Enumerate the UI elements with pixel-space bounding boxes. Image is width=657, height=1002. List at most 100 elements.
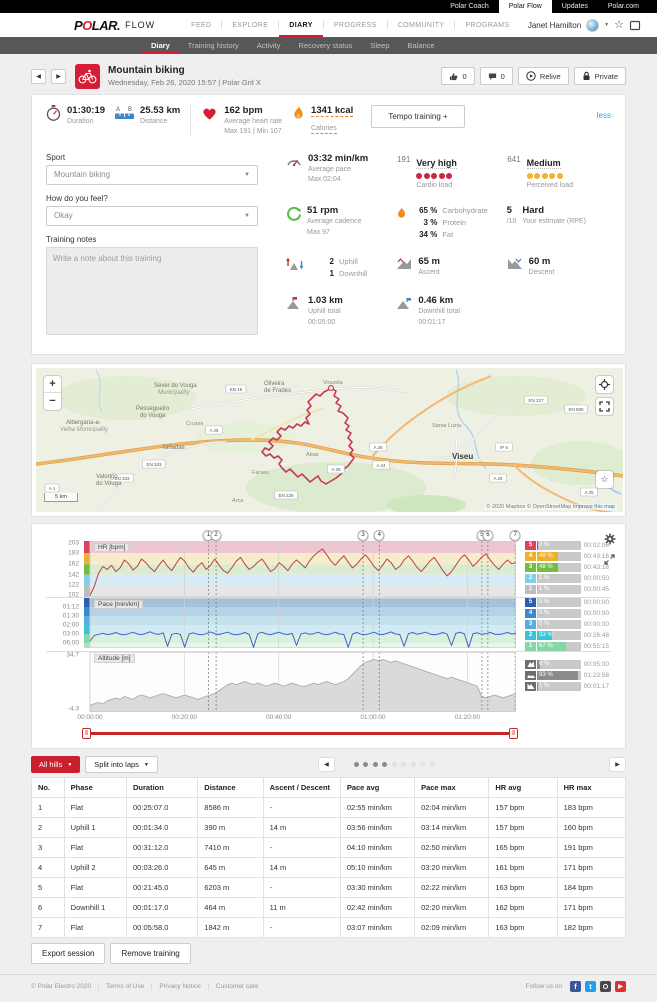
x-tick-label: 00:20:00 [171, 713, 197, 721]
subnav-item-balance[interactable]: Balance [407, 41, 435, 50]
nav-item-community[interactable]: COMMUNITY [397, 21, 445, 29]
road-shield: EN 333 [142, 459, 166, 469]
training-notes-input[interactable] [46, 246, 258, 335]
nav-item-progress[interactable]: PROGRESS [333, 21, 377, 29]
page-dot[interactable] [420, 762, 426, 768]
sport-select[interactable]: Mountain biking ▼ [46, 164, 258, 185]
scrubber-track[interactable] [86, 731, 514, 735]
page-dot[interactable] [382, 762, 388, 768]
feel-label: How do you feel? [46, 193, 108, 203]
pace-plot[interactable]: Pace [min/km] [84, 597, 516, 648]
private-button[interactable]: Private [573, 67, 626, 85]
load-dot [526, 172, 533, 179]
footer-link[interactable]: Terms of Use [99, 982, 153, 990]
hr-plot[interactable]: HR [bpm] [84, 540, 516, 597]
facebook-icon[interactable]: f [570, 980, 581, 992]
load-dot [541, 172, 548, 179]
road-shield: A 24 [372, 460, 390, 470]
instagram-icon[interactable] [600, 980, 611, 992]
topbar-link-polar-com[interactable]: Polar.com [607, 3, 639, 10]
nav-item-diary[interactable]: DIARY [279, 13, 323, 37]
flag-icon[interactable] [629, 20, 641, 31]
locate-button[interactable] [596, 375, 613, 393]
export-session-button[interactable]: Export session [31, 942, 106, 964]
footer-link[interactable]: Privacy Notice [152, 982, 209, 990]
page-dot[interactable] [363, 762, 369, 768]
relive-button[interactable]: Relive [517, 67, 569, 85]
main-nav: POLAR. FLOW FEED EXPLORE DIARY PROGRESS COMM… [0, 13, 657, 37]
subnav-item-diary[interactable]: Diary [142, 37, 179, 54]
zoom-out-button[interactable]: − [49, 395, 56, 408]
nav-item-programs[interactable]: PROGRAMS [465, 21, 510, 29]
split-into-laps-button[interactable]: Split into laps ▼ [85, 756, 158, 774]
laps-table: No. Phase Duration Distance Ascent / Descent… [31, 776, 627, 938]
user-name[interactable]: Janet Hamilton [527, 20, 582, 30]
zone-time: 00:55:15 [583, 642, 609, 650]
avatar[interactable] [586, 18, 600, 32]
separator [278, 21, 280, 29]
map-star-button[interactable]: ☆ [596, 470, 613, 488]
nav-item-feed[interactable]: FEED [191, 21, 212, 29]
chevron-down-icon[interactable]: ▼ [604, 22, 610, 28]
page-dot[interactable] [410, 762, 416, 768]
page-dot[interactable] [391, 762, 397, 768]
pace-y-axis: 01:12 01:30 02:00 03:00 06:00 [46, 598, 84, 651]
improve-map-link[interactable]: Improve this map [572, 503, 615, 510]
comment-button[interactable]: 0 [479, 67, 513, 85]
zone-chip: 4 [525, 608, 536, 618]
star-icon[interactable]: ☆ [614, 18, 624, 31]
page-dot[interactable] [429, 762, 435, 768]
svg-text:A 25: A 25 [209, 428, 219, 433]
topbar-link-polar-coach[interactable]: Polar Coach [450, 3, 489, 10]
load-dot [416, 172, 423, 179]
footer-link[interactable]: Customer care [215, 982, 259, 990]
zoom-in-button[interactable]: + [44, 376, 61, 393]
footer-link[interactable]: © Polar Electro 2020 [31, 982, 100, 990]
like-button[interactable]: 0 [441, 67, 475, 85]
laps-prev-page-button[interactable]: ◀ [317, 757, 335, 773]
scrubber-left-handle[interactable]: ||| [82, 727, 91, 739]
descent-icon [507, 258, 522, 270]
x-tick-label: 01:00:00 [360, 713, 386, 721]
zone-bar: 67 % [537, 641, 581, 651]
twitter-icon[interactable]: t [585, 980, 596, 992]
topbar-link-polar-flow[interactable]: Polar Flow [498, 0, 552, 13]
svg-text:EN 16: EN 16 [230, 387, 243, 392]
zone-chip: 5 [525, 540, 536, 550]
y-tick-label: -4.3 [67, 705, 79, 713]
prev-session-button[interactable]: ◀ [31, 68, 46, 84]
laps-next-page-button[interactable]: ▶ [609, 757, 627, 773]
subnav-item-training-history[interactable]: Training history [187, 41, 239, 50]
next-session-button[interactable]: ▶ [51, 68, 66, 84]
column-header: Pace avg [339, 776, 416, 798]
feel-select[interactable]: Okay ▼ [46, 205, 258, 226]
thumbs-up-icon [450, 72, 458, 80]
subnav-item-activity[interactable]: Activity [256, 41, 281, 50]
time-scrubber[interactable]: ||| ||| [82, 727, 518, 740]
youtube-icon[interactable]: ▶ [615, 980, 626, 992]
topbar-link-updates[interactable]: Updates [561, 3, 588, 10]
chart-settings-button[interactable] [604, 532, 616, 550]
altitude-plot[interactable]: Altitude [m] [84, 651, 516, 712]
subnav-item-recovery-status[interactable]: Recovery status [298, 41, 353, 50]
nav-item-explore[interactable]: EXPLORE [232, 21, 269, 29]
page-dot[interactable] [353, 762, 359, 768]
map-zoom-control[interactable]: + − [44, 375, 61, 410]
descent-stat: 60 m Descent [507, 256, 611, 280]
svg-text:EN 333: EN 333 [146, 462, 162, 467]
page-dot[interactable] [401, 762, 407, 768]
scrubber-right-handle[interactable]: ||| [509, 727, 518, 739]
page-dot[interactable] [372, 762, 378, 768]
chart-fullscreen-button[interactable] [604, 552, 615, 570]
map-fullscreen-button[interactable] [596, 397, 613, 415]
hills-filter-button[interactable]: All hills ▼ [31, 756, 81, 774]
subnav-item-sleep[interactable]: Sleep [370, 41, 390, 50]
training-target[interactable]: Tempo training + [371, 105, 465, 128]
less-link[interactable]: less [596, 111, 611, 120]
polar-logo[interactable]: POLAR. [74, 17, 121, 33]
remove-training-button[interactable]: Remove training [110, 942, 191, 964]
map[interactable]: EN 16 A 25 EN 333 EN 333 EN 228 A 25 A 26 A 24 I… [36, 367, 623, 512]
pace-chart-title: Pace [min/km] [94, 599, 144, 609]
table-cell: - [262, 796, 341, 818]
